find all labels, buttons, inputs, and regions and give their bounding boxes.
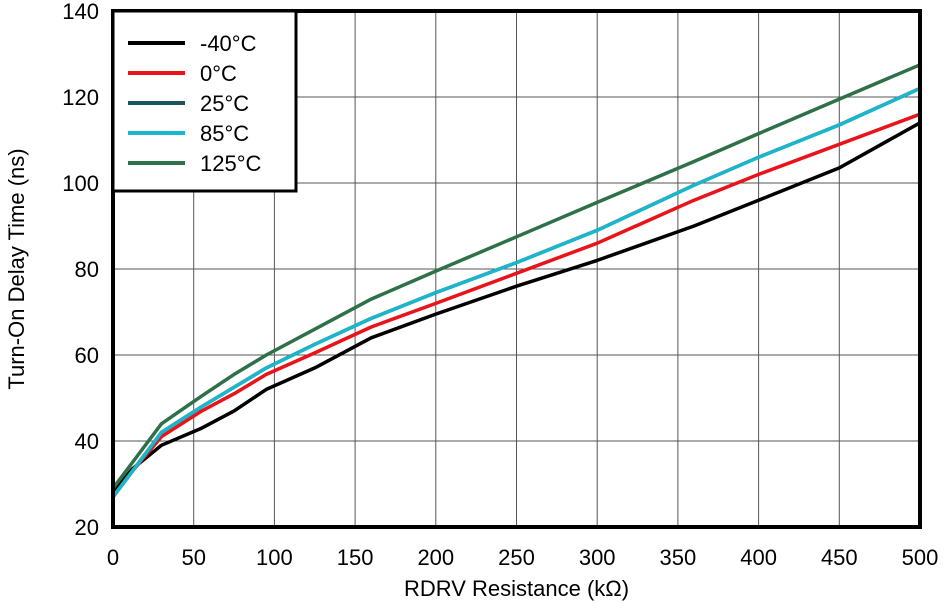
legend-label: 85°C [200,121,249,146]
y-tick-label: 120 [62,85,99,110]
y-tick-label: 140 [62,0,99,24]
plot-frame [111,9,922,529]
series-line [111,112,922,499]
series-line [111,121,922,495]
legend-label: -40°C [200,31,257,56]
x-axis-title: RDRV Resistance (kΩ) [404,576,629,601]
x-tick-label: 300 [579,545,616,570]
y-tick-label: 20 [75,515,99,540]
legend-label: 0°C [200,61,237,86]
y-tick-label: 100 [62,171,99,196]
x-tick-label: 450 [821,545,858,570]
x-tick-label: 350 [660,545,697,570]
x-tick-labels: 0 50 100 150 200 250 300 350 400 450 500 [107,545,938,570]
x-tick-label: 150 [337,545,374,570]
legend: -40°C 0°C 25°C 85°C 125°C [111,9,298,193]
series-line [111,63,922,491]
series-lines [111,63,922,499]
legend-label: 25°C [200,91,249,116]
legend-label: 125°C [200,151,262,176]
y-tick-label: 40 [75,429,99,454]
x-tick-label: 50 [181,545,205,570]
x-tick-label: 100 [256,545,293,570]
x-tick-label: 250 [498,545,535,570]
series-line [111,86,922,499]
y-tick-labels: 20 40 60 80 100 120 140 [62,0,99,540]
y-axis-title: Turn-On Delay Time (ns) [4,148,29,389]
x-tick-label: 200 [417,545,454,570]
x-tick-label: 500 [902,545,939,570]
x-tick-label: 400 [740,545,777,570]
y-tick-label: 80 [75,257,99,282]
x-tick-label: 0 [107,545,119,570]
y-tick-label: 60 [75,343,99,368]
